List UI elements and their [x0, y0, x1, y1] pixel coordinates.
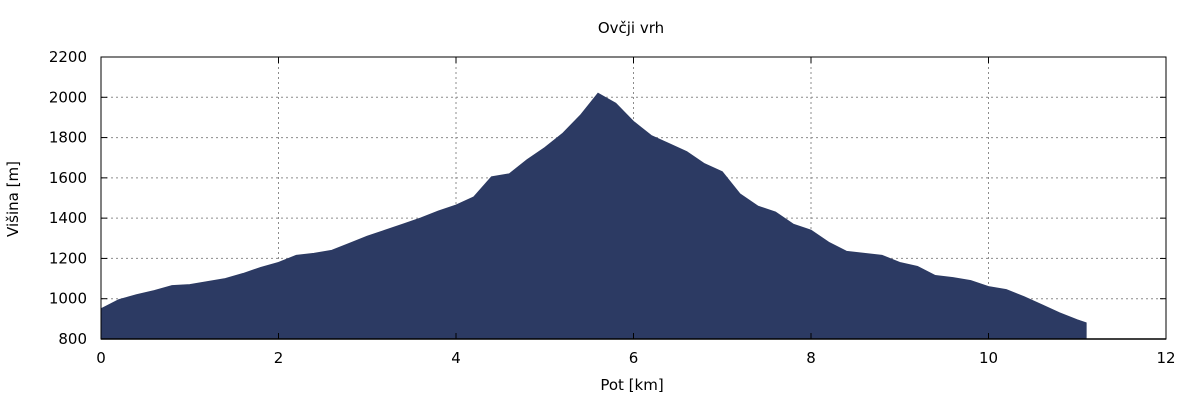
axis-ticks: 0 2 4 6 8 10 12 800 1000 1200 1400 1600 1800 2000 2200 — [49, 48, 1176, 367]
x-tick-label: 8 — [806, 349, 816, 367]
y-tick-label: 1600 — [49, 169, 87, 187]
y-tick-label: 1000 — [49, 290, 87, 308]
y-tick-label: 1200 — [49, 249, 87, 267]
x-axis-label: Pot [km] — [600, 376, 663, 394]
x-tick-label: 2 — [274, 349, 284, 367]
y-axis-label: Višina [m] — [4, 161, 22, 237]
x-tick-label: 12 — [1156, 349, 1175, 367]
x-tick-label: 4 — [451, 349, 461, 367]
elevation-area — [100, 92, 1087, 340]
y-tick-label: 2000 — [49, 88, 87, 106]
x-tick-label: 10 — [979, 349, 998, 367]
y-tick-label: 800 — [58, 330, 87, 348]
x-tick-label: 6 — [629, 349, 639, 367]
x-tick-label: 0 — [96, 349, 106, 367]
y-tick-label: 1400 — [49, 209, 87, 227]
y-tick-label: 2200 — [49, 48, 87, 66]
y-tick-label: 1800 — [49, 129, 87, 147]
chart-title: Ovčji vrh — [598, 19, 664, 37]
